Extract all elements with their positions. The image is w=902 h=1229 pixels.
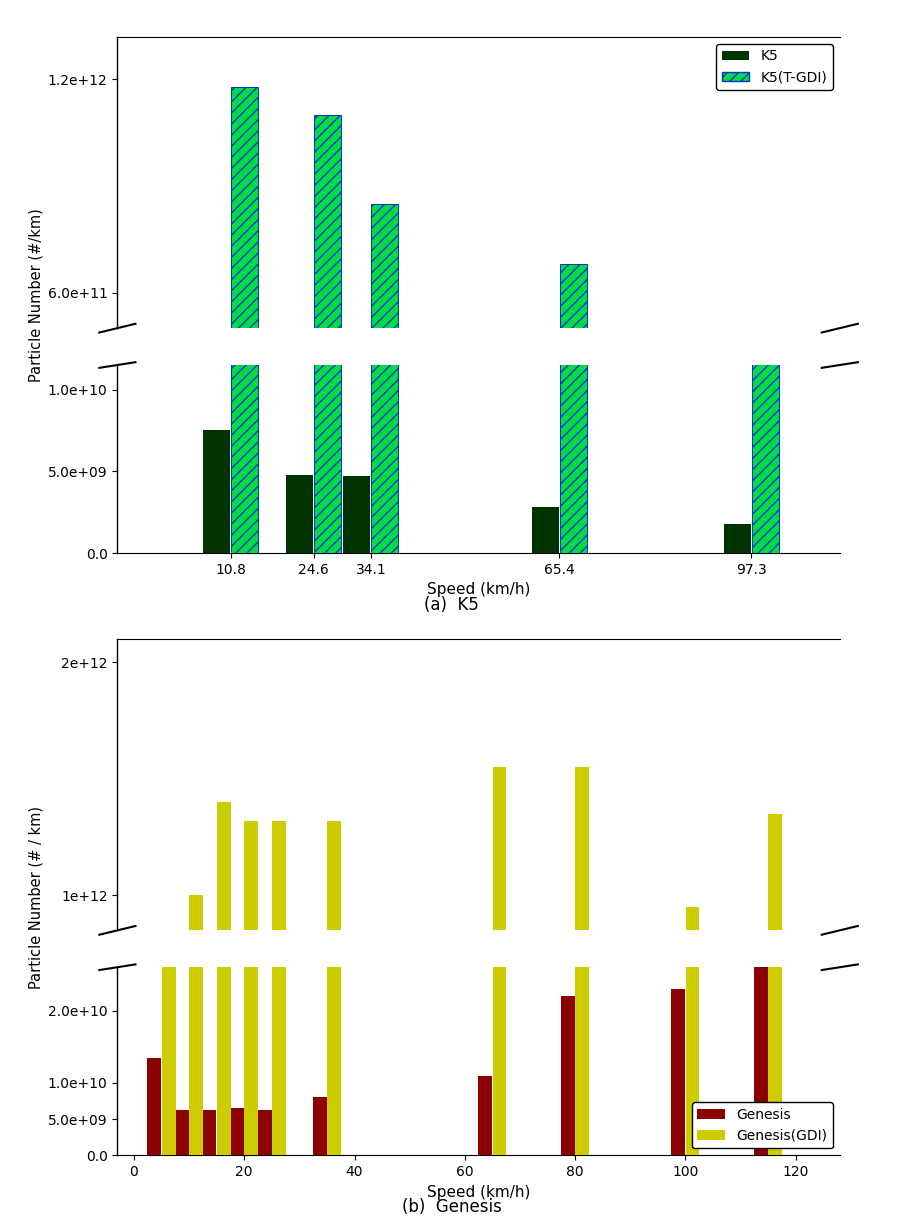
Bar [230, 1109, 244, 1155]
Bar [314, 0, 341, 553]
Bar [231, 0, 258, 553]
Bar [751, 0, 778, 553]
Bar [175, 1111, 189, 1155]
X-axis label: Speed (km/h): Speed (km/h) [427, 1185, 529, 1200]
Bar [189, 896, 203, 1128]
X-axis label: Speed (km/h): Speed (km/h) [427, 583, 529, 597]
Bar [244, 821, 258, 1128]
Bar [560, 1123, 575, 1128]
Bar [768, 0, 781, 1155]
Bar [286, 474, 313, 553]
Text: Particle Number (# / km): Particle Number (# / km) [29, 806, 43, 988]
Bar [343, 476, 370, 553]
Bar [670, 989, 685, 1155]
Bar [272, 821, 286, 1128]
Text: (a)  K5: (a) K5 [424, 596, 478, 614]
Legend: Genesis, Genesis(GDI): Genesis, Genesis(GDI) [691, 1102, 832, 1148]
Bar [272, 0, 286, 1155]
Bar [257, 1127, 272, 1128]
Bar [257, 1111, 272, 1155]
Bar [314, 116, 341, 506]
Bar [478, 1075, 492, 1155]
Bar [371, 204, 398, 506]
Bar [312, 1097, 327, 1155]
Bar [753, 941, 767, 1128]
Bar [231, 86, 258, 506]
Bar [312, 1127, 327, 1128]
Bar [753, 0, 767, 1155]
Bar [685, 907, 699, 1128]
Bar [559, 0, 586, 553]
Bar [286, 504, 313, 506]
Bar [216, 803, 230, 1128]
Bar [559, 264, 586, 506]
Text: Particle Number (#/km): Particle Number (#/km) [29, 208, 43, 382]
Bar [202, 1111, 216, 1155]
Bar [575, 767, 588, 1128]
Bar [685, 0, 699, 1155]
Bar [147, 1058, 161, 1155]
Bar [161, 0, 175, 1155]
Bar [670, 1123, 685, 1128]
Bar [492, 0, 506, 1155]
Bar [244, 0, 258, 1155]
Bar [723, 524, 750, 553]
Bar [768, 814, 781, 1128]
Legend: K5, K5(T-GDI): K5, K5(T-GDI) [715, 44, 832, 90]
Bar [751, 417, 778, 506]
Bar [531, 508, 558, 553]
Bar [216, 0, 230, 1155]
Bar [327, 821, 341, 1128]
Bar [343, 504, 370, 506]
Bar [161, 961, 175, 1128]
Bar [189, 0, 203, 1155]
Bar [230, 1127, 244, 1128]
Bar [575, 0, 588, 1155]
Bar [175, 1127, 189, 1128]
Bar [202, 1127, 216, 1128]
Bar [478, 1126, 492, 1128]
Bar [560, 997, 575, 1155]
Bar [147, 1126, 161, 1128]
Bar [371, 0, 398, 553]
Bar [327, 0, 341, 1155]
Bar [203, 503, 230, 506]
Bar [203, 430, 230, 553]
Text: (b)  Genesis: (b) Genesis [401, 1198, 501, 1217]
Bar [492, 767, 506, 1128]
